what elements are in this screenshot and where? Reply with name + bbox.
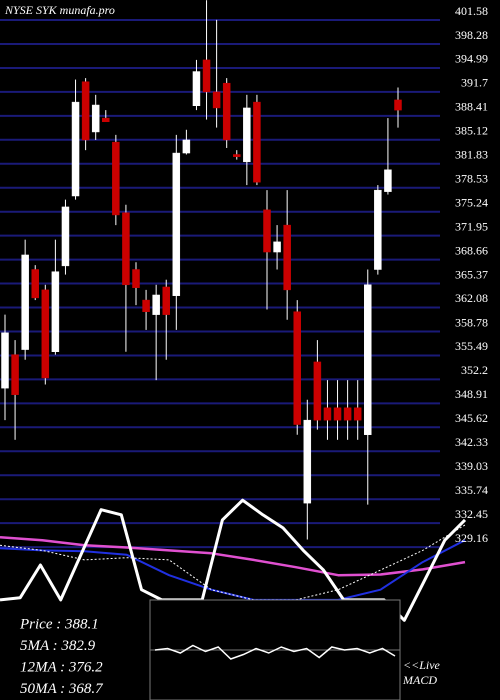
candle-body — [152, 294, 160, 315]
legend-entry: 12MA : 376.2 — [20, 659, 103, 675]
candle-body — [132, 269, 140, 288]
candle-body — [343, 407, 352, 421]
legend-entry: 5MA : 382.9 — [20, 638, 96, 654]
candle-body — [384, 169, 392, 192]
candle-body — [142, 299, 150, 312]
indicator-line — [0, 536, 466, 577]
candle-body — [212, 91, 221, 109]
y-tick-label: 398.28 — [455, 28, 488, 42]
chart-title: NYSE SYK munafa.pro — [4, 3, 115, 17]
candle-body — [273, 241, 281, 253]
y-tick-label: 375.24 — [455, 195, 488, 209]
candle-body — [112, 141, 120, 216]
macd-label: MACD — [402, 673, 437, 687]
macd-label: <<Live — [403, 658, 441, 672]
y-tick-label: 355.49 — [455, 339, 488, 353]
candle-body — [313, 361, 322, 421]
candle-body — [192, 71, 201, 106]
y-tick-label: 401.58 — [455, 4, 488, 18]
y-tick-label: 371.95 — [455, 219, 488, 233]
candle-body — [11, 354, 19, 395]
y-tick-label: 385.12 — [455, 124, 488, 138]
candle-body — [162, 286, 170, 315]
y-tick-label: 358.78 — [455, 315, 488, 329]
candle-body — [102, 117, 110, 123]
candle-body — [51, 271, 60, 352]
candle-body — [283, 224, 291, 291]
y-tick-label: 391.7 — [461, 76, 488, 90]
macd-line — [154, 644, 396, 660]
candle-body — [21, 254, 29, 350]
candle-body — [243, 107, 251, 163]
legend-entry: Price : 388.1 — [19, 616, 99, 632]
candle-body — [71, 101, 80, 197]
candle-body — [61, 206, 70, 267]
candle-body — [41, 289, 50, 379]
candle-body — [31, 269, 39, 299]
candle-body — [202, 59, 211, 93]
candle-body — [1, 332, 9, 389]
candle-body — [323, 407, 332, 421]
y-tick-label: 339.03 — [455, 459, 488, 473]
y-tick-label: 345.62 — [455, 411, 488, 425]
candle-body — [182, 139, 191, 154]
candle-body — [374, 189, 382, 270]
y-tick-label: 378.53 — [455, 172, 488, 186]
candle-body — [303, 419, 312, 504]
y-tick-label: 381.83 — [455, 147, 488, 161]
y-tick-label: 332.45 — [455, 507, 488, 521]
y-tick-label: 388.41 — [455, 100, 488, 114]
candle-body — [233, 154, 241, 157]
candle-body — [122, 212, 130, 286]
candle-body — [293, 311, 301, 425]
candle-body — [222, 82, 231, 141]
candle-body — [81, 81, 90, 141]
candle-body — [333, 407, 342, 421]
y-tick-label: 352.2 — [461, 363, 488, 377]
y-tick-label: 365.37 — [455, 267, 488, 281]
candle-body — [91, 104, 100, 133]
y-tick-label: 394.99 — [455, 52, 488, 66]
legend-entry: 50MA : 368.7 — [20, 681, 104, 697]
y-tick-label: 329.16 — [455, 531, 488, 545]
candle-body — [353, 407, 362, 421]
y-tick-label: 348.91 — [455, 387, 488, 401]
candle-body — [253, 101, 261, 183]
y-tick-label: 362.08 — [455, 291, 488, 305]
candle-body — [172, 152, 181, 296]
y-tick-label: 368.66 — [455, 243, 488, 257]
candle-body — [394, 99, 402, 111]
candle-body — [263, 209, 271, 253]
indicator-line — [0, 524, 466, 601]
candle-body — [364, 284, 372, 435]
y-tick-label: 335.74 — [455, 483, 488, 497]
y-tick-label: 342.33 — [455, 435, 488, 449]
